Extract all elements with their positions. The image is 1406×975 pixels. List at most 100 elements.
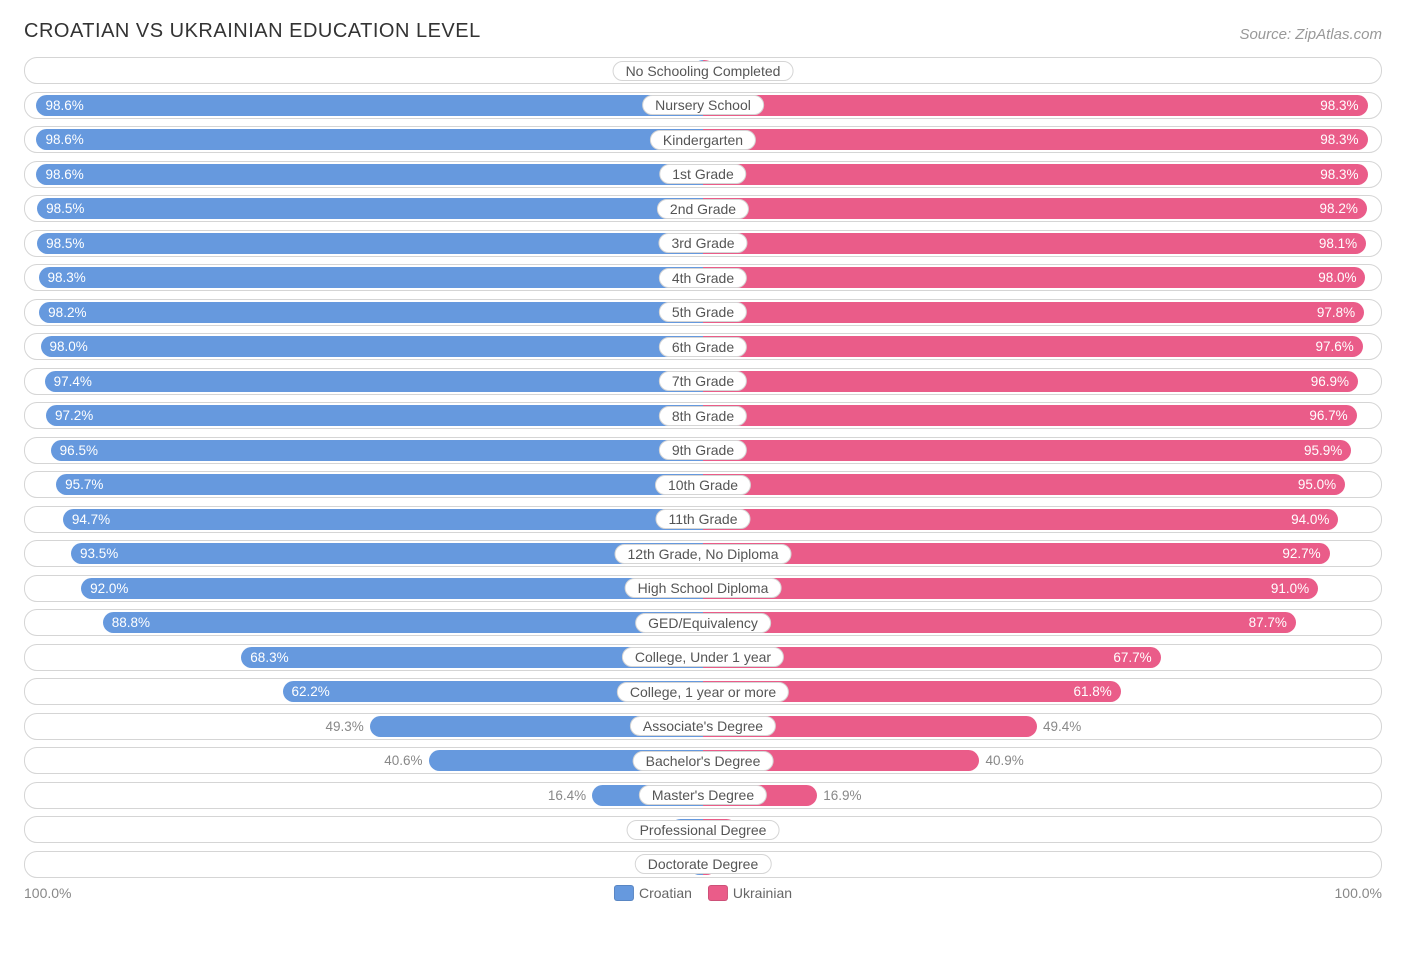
bar-left-value: 92.0% xyxy=(90,581,128,596)
bar-right: 97.6% xyxy=(703,336,1363,357)
legend-swatch-right xyxy=(708,885,728,901)
chart-row: 98.2% 97.8% 5th Grade xyxy=(24,299,1382,326)
category-label: 2nd Grade xyxy=(657,199,749,219)
bar-left: 98.6% xyxy=(36,129,703,150)
bar-left: 95.7% xyxy=(56,474,703,495)
category-label: Doctorate Degree xyxy=(635,854,772,874)
category-label: 11th Grade xyxy=(655,509,750,529)
category-label: 8th Grade xyxy=(659,406,747,426)
category-label: Nursery School xyxy=(642,95,764,115)
bar-right-value: 49.4% xyxy=(1043,719,1081,734)
category-label: Master's Degree xyxy=(639,785,767,805)
chart-header: CROATIAN VS UKRAINIAN EDUCATION LEVEL So… xyxy=(24,20,1382,43)
bar-right-value: 96.9% xyxy=(1311,374,1349,389)
bar-left-value: 68.3% xyxy=(250,650,288,665)
category-label: 1st Grade xyxy=(659,164,746,184)
bar-right: 96.7% xyxy=(703,405,1357,426)
category-label: High School Diploma xyxy=(625,578,782,598)
bar-right: 96.9% xyxy=(703,371,1358,392)
chart-row: 97.4% 96.9% 7th Grade xyxy=(24,368,1382,395)
bar-right: 98.2% xyxy=(703,198,1367,219)
bar-left-value: 98.0% xyxy=(50,339,88,354)
bar-right: 98.3% xyxy=(703,95,1368,116)
bar-left-value: 97.4% xyxy=(54,374,92,389)
bar-left-value: 98.5% xyxy=(46,236,84,251)
bar-right-value: 94.0% xyxy=(1291,512,1329,527)
bar-left: 97.4% xyxy=(45,371,703,392)
chart-row: 98.5% 98.2% 2nd Grade xyxy=(24,195,1382,222)
legend-swatch-left xyxy=(614,885,634,901)
bar-right: 98.0% xyxy=(703,267,1365,288)
category-label: 6th Grade xyxy=(659,337,747,357)
chart-row: 40.6%40.9%Bachelor's Degree xyxy=(24,747,1382,774)
bar-right-value: 67.7% xyxy=(1113,650,1151,665)
bar-right: 98.1% xyxy=(703,233,1366,254)
legend-item-left: Croatian xyxy=(614,885,692,901)
bar-right: 91.0% xyxy=(703,578,1318,599)
bar-left-value: 88.8% xyxy=(112,615,150,630)
bar-left: 98.3% xyxy=(39,267,704,288)
chart-row: 49.3%49.4%Associate's Degree xyxy=(24,713,1382,740)
bar-left: 93.5% xyxy=(71,543,703,564)
chart-row: 96.5%95.9%9th Grade xyxy=(24,437,1382,464)
category-label: 12th Grade, No Diploma xyxy=(615,544,792,564)
chart-row: 88.8%87.7%GED/Equivalency xyxy=(24,609,1382,636)
bar-right: 92.7% xyxy=(703,543,1330,564)
diverging-bar-chart: 1.5%1.8%No Schooling Completed98.6%98.3%… xyxy=(24,57,1382,878)
bar-left-value: 49.3% xyxy=(325,719,363,734)
bar-left-value: 98.3% xyxy=(48,270,86,285)
chart-row: 92.0% 91.0% High School Diploma xyxy=(24,575,1382,602)
bar-left: 98.5% xyxy=(37,198,703,219)
chart-row: 16.4%16.9%Master's Degree xyxy=(24,782,1382,809)
chart-row: 98.6% 98.3% 1st Grade xyxy=(24,161,1382,188)
bar-right-value: 98.0% xyxy=(1318,270,1356,285)
chart-row: 95.7%95.0%10th Grade xyxy=(24,471,1382,498)
category-label: Professional Degree xyxy=(627,820,780,840)
bar-left: 96.5% xyxy=(51,440,703,461)
category-label: 5th Grade xyxy=(659,302,747,322)
chart-row: 97.2% 96.7% 8th Grade xyxy=(24,402,1382,429)
bar-left: 98.6% xyxy=(36,164,703,185)
bar-right: 95.0% xyxy=(703,474,1345,495)
bar-right-value: 98.3% xyxy=(1320,167,1358,182)
category-label: 3rd Grade xyxy=(658,233,747,253)
bar-left-value: 93.5% xyxy=(80,546,118,561)
bar-right: 94.0% xyxy=(703,509,1338,530)
legend-label-left: Croatian xyxy=(639,885,692,901)
bar-left: 98.0% xyxy=(41,336,703,357)
category-label: Kindergarten xyxy=(650,130,756,150)
category-label: College, 1 year or more xyxy=(617,682,789,702)
bar-left-value: 94.7% xyxy=(72,512,110,527)
bar-right-value: 98.3% xyxy=(1320,132,1358,147)
category-label: College, Under 1 year xyxy=(622,647,784,667)
bar-left-value: 97.2% xyxy=(55,408,93,423)
category-label: 7th Grade xyxy=(659,371,747,391)
bar-right-value: 61.8% xyxy=(1073,684,1111,699)
bar-left-value: 96.5% xyxy=(60,443,98,458)
category-label: 9th Grade xyxy=(659,440,747,460)
bar-left: 98.2% xyxy=(39,302,703,323)
axis-max-right: 100.0% xyxy=(1335,885,1382,901)
bar-left: 98.5% xyxy=(37,233,703,254)
chart-row: 98.6%98.3%Nursery School xyxy=(24,92,1382,119)
bar-left-value: 40.6% xyxy=(384,753,422,768)
legend-label-right: Ukrainian xyxy=(733,885,792,901)
chart-source: Source: ZipAtlas.com xyxy=(1239,26,1382,43)
bar-right-value: 91.0% xyxy=(1271,581,1309,596)
chart-row: 1.5%1.8%No Schooling Completed xyxy=(24,57,1382,84)
bar-right-value: 97.8% xyxy=(1317,305,1355,320)
bar-right-value: 97.6% xyxy=(1315,339,1353,354)
bar-right: 97.8% xyxy=(703,302,1364,323)
bar-left: 92.0% xyxy=(81,578,703,599)
bar-left-value: 98.6% xyxy=(45,167,83,182)
bar-left: 88.8% xyxy=(103,612,703,633)
bar-right-value: 98.2% xyxy=(1320,201,1358,216)
bar-left-value: 16.4% xyxy=(548,788,586,803)
bar-right-value: 96.7% xyxy=(1309,408,1347,423)
bar-left-value: 95.7% xyxy=(65,477,103,492)
bar-right: 98.3% xyxy=(703,129,1368,150)
bar-left-value: 98.6% xyxy=(45,132,83,147)
chart-legend: Croatian Ukrainian xyxy=(614,885,792,901)
chart-row: 94.7% 94.0% 11th Grade xyxy=(24,506,1382,533)
category-label: GED/Equivalency xyxy=(635,613,771,633)
